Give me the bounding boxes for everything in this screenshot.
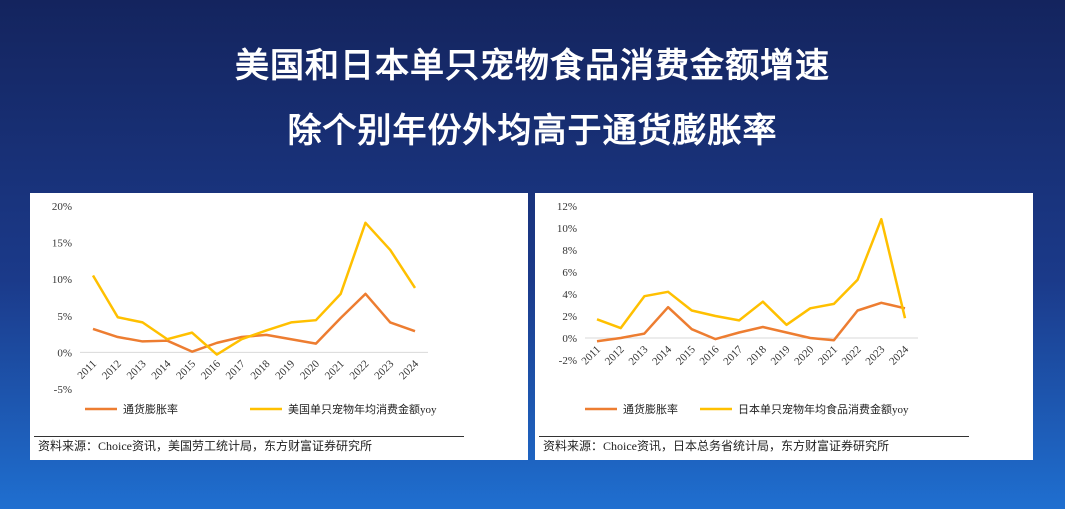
x-tick-label: 2013 [125,358,149,382]
x-tick-label: 2019 [273,358,297,382]
legend-label: 通货膨胀率 [623,402,678,416]
y-tick-label: 0% [562,333,577,345]
source-note: 资料来源：Choice资讯，美国劳工统计局，东方财富证券研究所 [38,439,372,453]
y-tick-label: 12% [557,201,577,213]
series-line-pet-spending [596,217,907,330]
y-tick-label: 8% [562,245,577,257]
x-tick-label: 2015 [174,358,198,382]
japan-chart: 12%10%8%6%4%2%0%-2% 2011 2012 2013 2014 2015 2… [557,201,918,416]
y-tick-label: -2% [559,355,577,367]
x-tick-label: 2021 [323,358,347,382]
x-tick-label: 2018 [745,343,769,367]
x-tick-label: 2013 [626,343,650,367]
y-tick-label: 6% [562,267,577,279]
title-line-1: 美国和日本单只宠物食品消费金额增速 [235,47,830,85]
y-tick-label: 2% [562,311,577,323]
y-tick-label: 5% [57,311,72,323]
x-tick-label: 2011 [75,358,99,382]
x-tick-label: 2018 [248,358,272,382]
x-tick-label: 2017 [224,358,248,382]
x-tick-label: 2021 [816,344,840,368]
y-tick-label: 0% [57,347,72,359]
legend-label: 日本单只宠物年均食品消费金额yoy [738,402,909,416]
legend-label: 美国单只宠物年均消费金额yoy [288,402,437,416]
x-tick-label: 2011 [579,344,603,368]
divider [539,436,969,437]
x-tick-label: 2014 [650,343,674,367]
y-tick-label: 10% [52,274,72,286]
x-tick-label: 2015 [674,343,698,367]
x-tick-label: 2012 [100,358,124,382]
legend-label: 通货膨胀率 [123,402,178,416]
x-tick-label: 2024 [887,343,911,367]
x-tick-label: 2016 [698,343,722,367]
x-tick-label: 2023 [372,358,396,382]
series-line-pet-spending [91,221,417,356]
x-tick-label: 2019 [769,343,793,367]
x-tick-label: 2016 [199,358,223,382]
japan-chart-panel: 12% 10% 8% 6% 4% 2% 0% -2% 2011 2012 2013 2014 2015 2… [535,193,1033,460]
us-chart-panel: 20% 15% 10% 5% 0% -5% 2011 2012 2013 2014 2015 2016… [30,193,528,460]
y-tick-label: -5% [54,384,72,396]
source-note: 资料来源：Choice资讯，日本总务省统计局，东方财富证券研究所 [543,439,889,453]
y-tick-label: 4% [562,289,577,301]
title-line-2: 除个别年份外均高于通货膨胀率 [287,112,778,150]
series-line-inflation [596,301,906,343]
y-tick-label: 15% [52,238,72,250]
x-tick-label: 2020 [792,343,816,367]
x-tick-label: 2022 [348,358,372,382]
x-tick-label: 2017 [721,343,745,367]
x-tick-label: 2014 [149,358,173,382]
x-tick-label: 2012 [603,344,627,368]
y-tick-label: 10% [557,223,577,235]
us-chart: 20% 15% 10% 5% 0% -5%2011 2012 2013 2014 2015 2016… [52,201,437,416]
x-tick-label: 2022 [840,344,864,368]
x-tick-label: 2023 [863,343,887,367]
x-tick-label: 2024 [397,358,421,382]
divider [34,436,464,437]
x-tick-label: 2020 [298,358,322,382]
y-tick-label: 20% [52,201,72,213]
